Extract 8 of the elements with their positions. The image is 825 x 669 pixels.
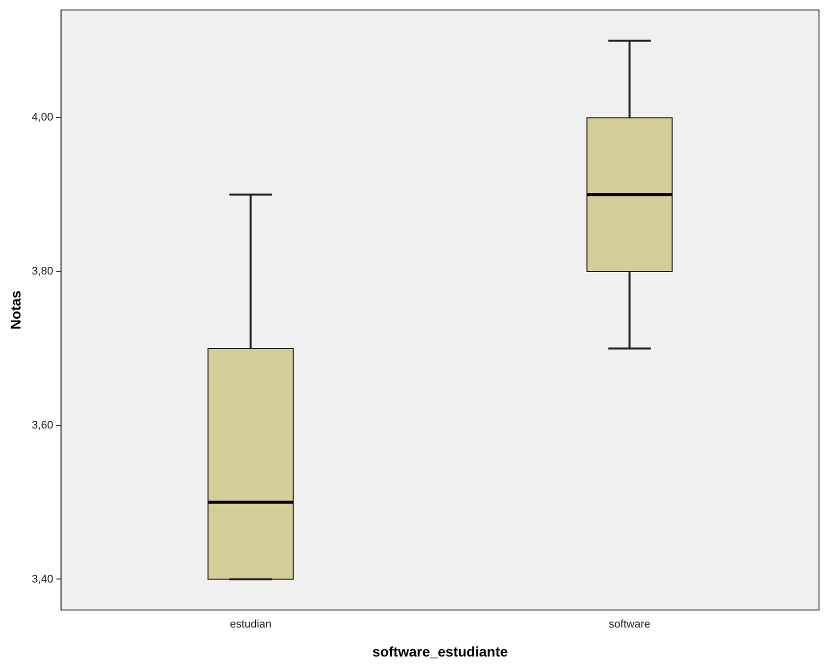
x-tick-label: software bbox=[608, 618, 650, 631]
y-tick-label: 3,60 bbox=[32, 419, 54, 432]
x-axis-title: software_estudiante bbox=[372, 643, 508, 660]
y-axis-title: Notas bbox=[7, 290, 24, 330]
x-tick-label: estudian bbox=[230, 618, 272, 631]
y-tick-label: 3,40 bbox=[32, 573, 54, 586]
y-tick-label: 4,00 bbox=[32, 112, 54, 124]
y-tick-label: 3,80 bbox=[32, 266, 54, 278]
